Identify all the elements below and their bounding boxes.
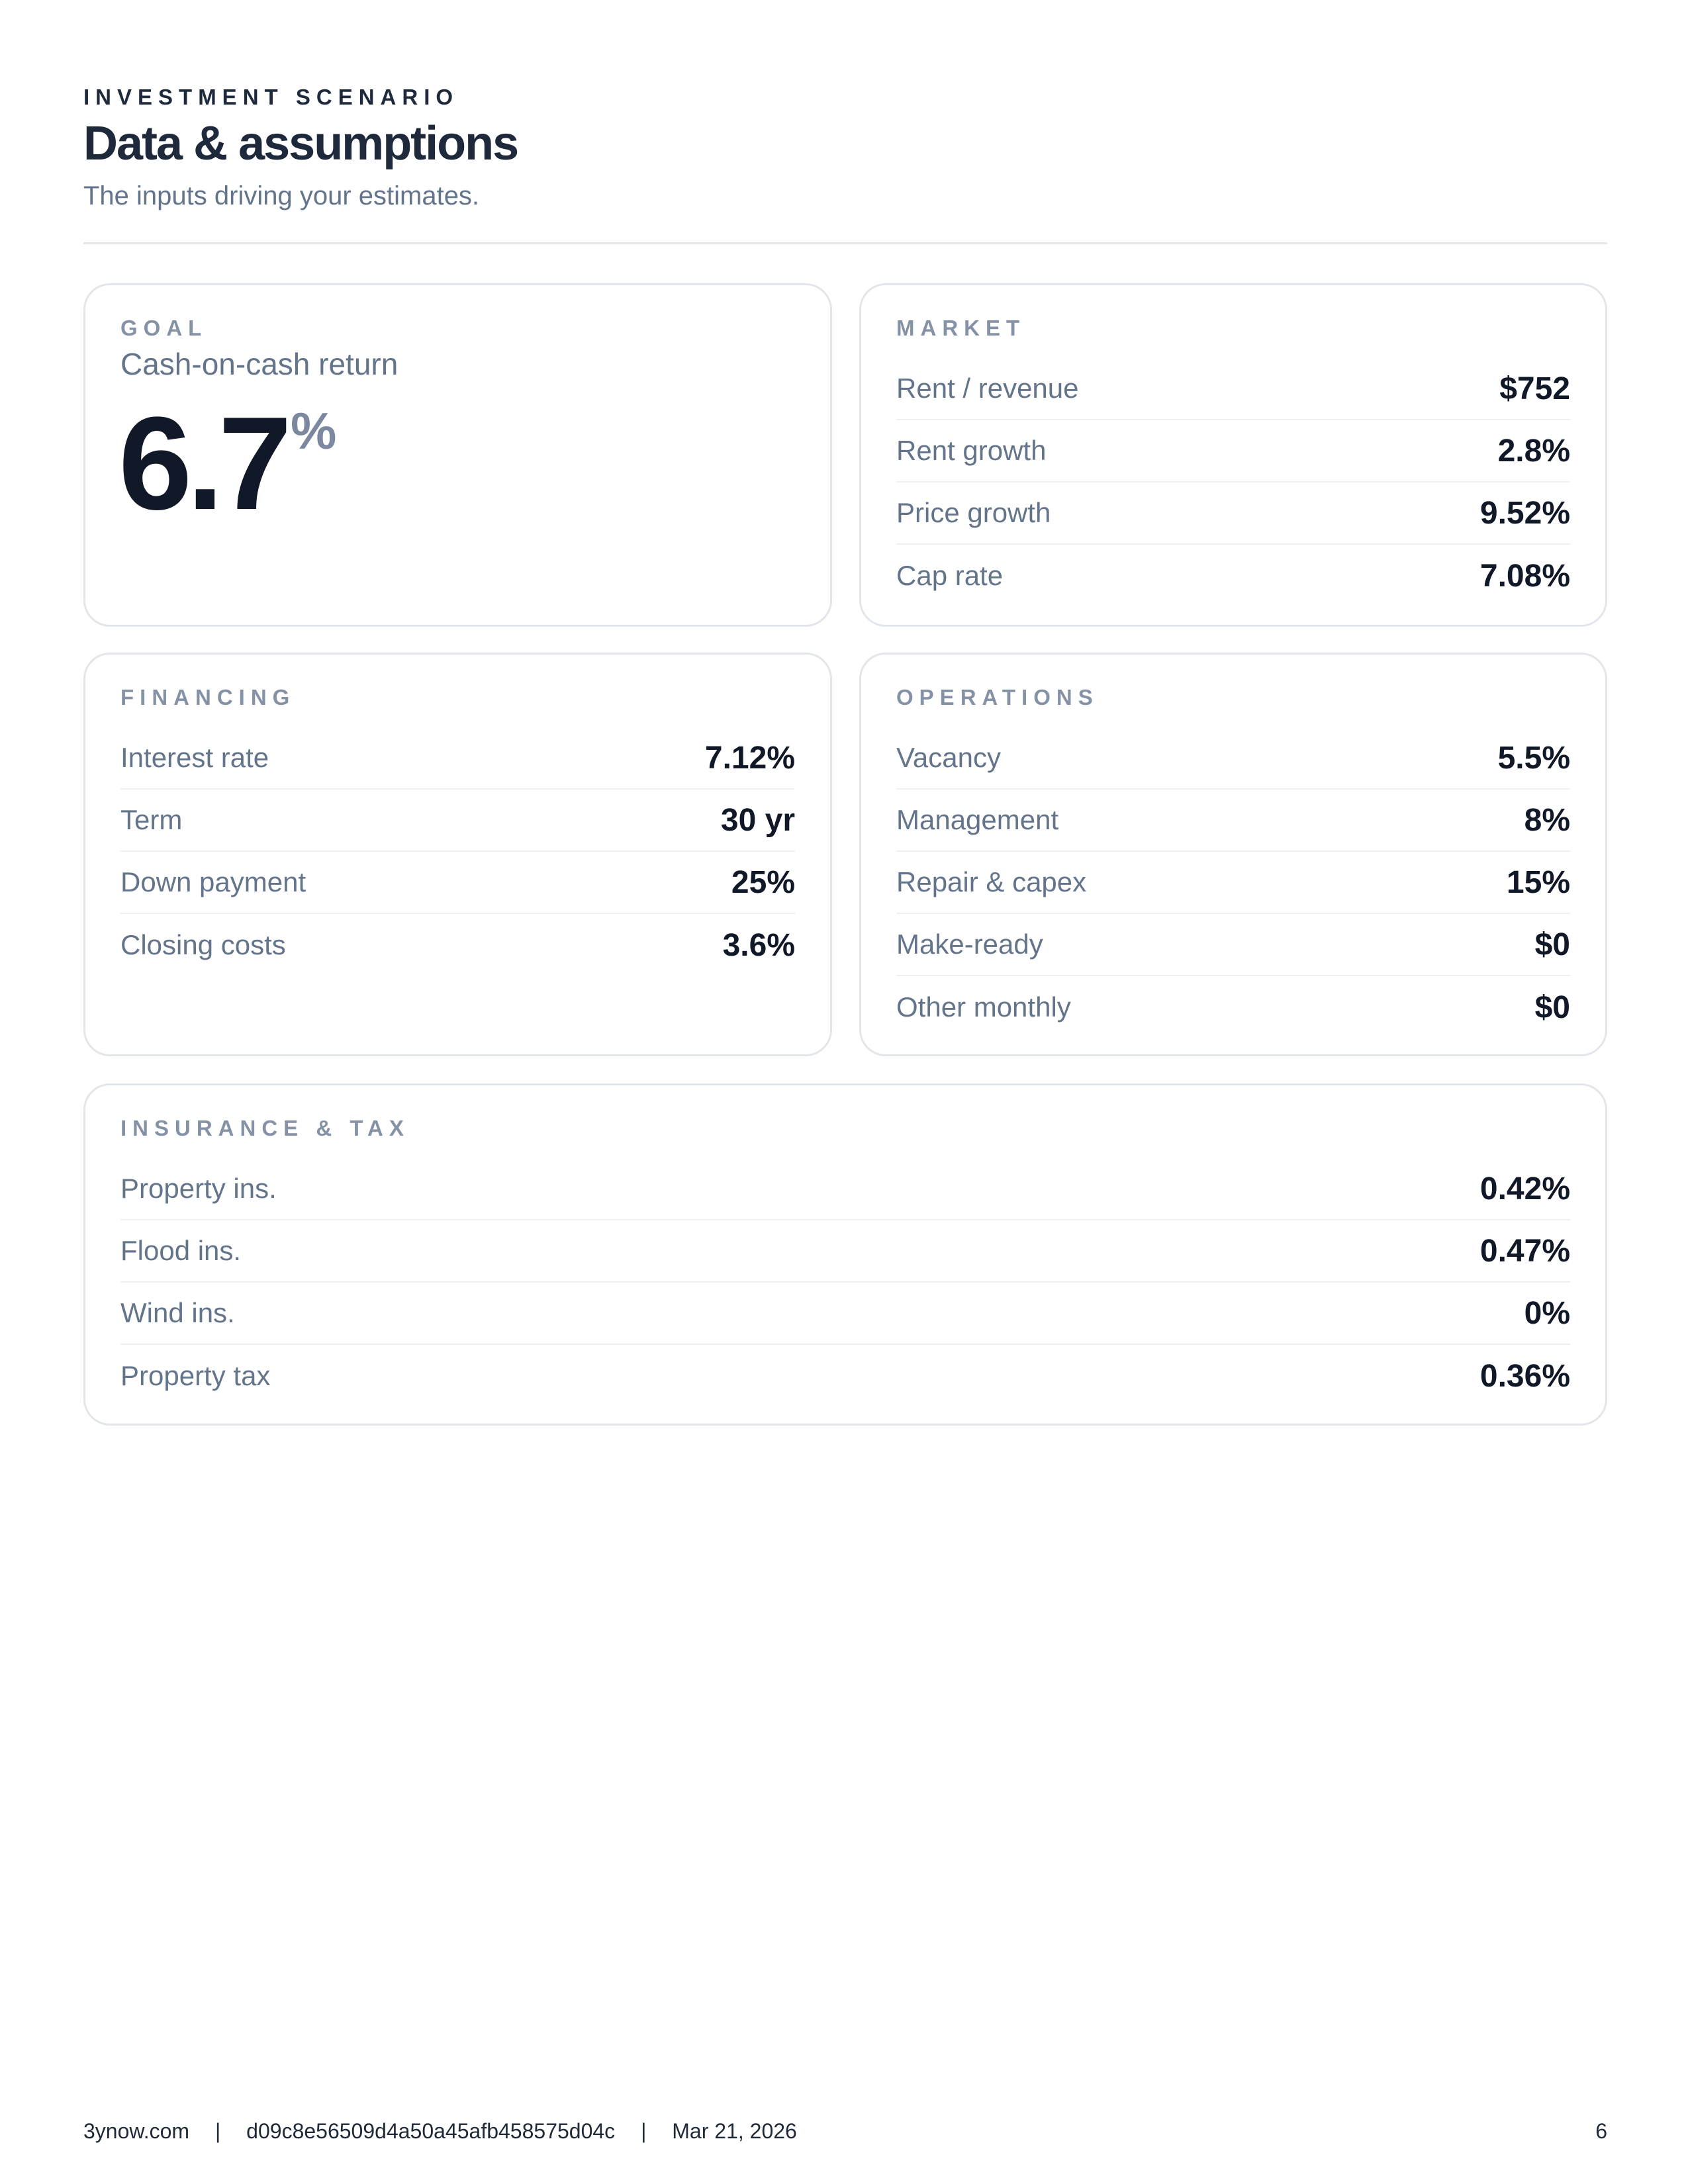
row: Make-ready $0 xyxy=(896,914,1570,976)
card-label: FINANCING xyxy=(120,685,296,709)
row-value: $0 xyxy=(1534,927,1570,962)
row: Down payment 25% xyxy=(120,852,795,914)
row-label: Property ins. xyxy=(120,1173,277,1204)
row-label: Rent growth xyxy=(896,435,1047,466)
footer-date: Mar 21, 2026 xyxy=(672,2119,797,2143)
row-label: Vacancy xyxy=(896,742,1001,773)
row-label: Property tax xyxy=(120,1360,271,1391)
row: Repair & capex 15% xyxy=(896,852,1570,914)
row-label: Cap rate xyxy=(896,560,1004,591)
row-value: 30 yr xyxy=(720,802,795,838)
goal-card: GOAL Cash-on-cash return 6.7 % xyxy=(83,283,832,627)
row: Property tax 0.36% xyxy=(120,1345,1570,1407)
goal-metric: Cash-on-cash return xyxy=(120,347,399,381)
footer-separator: | xyxy=(214,2119,221,2143)
row: Price growth 9.52% xyxy=(896,482,1570,545)
row-label: Down payment xyxy=(120,866,306,897)
row-value: 5.5% xyxy=(1497,740,1570,776)
row-value: 0% xyxy=(1524,1295,1570,1331)
row-list: Property ins. 0.42% Flood ins. 0.47% Wind in… xyxy=(120,1158,1570,1407)
page-number: 6 xyxy=(1595,2119,1607,2143)
row-label: Make-ready xyxy=(896,929,1043,960)
row-value: 9.52% xyxy=(1479,495,1570,531)
row-value: 2.8% xyxy=(1497,433,1570,469)
row-value: $752 xyxy=(1499,371,1570,406)
row-value: 25% xyxy=(731,864,795,900)
row-label: Price growth xyxy=(896,497,1051,528)
row: Term 30 yr xyxy=(120,790,795,852)
section-card: INSURANCE & TAX Property ins. 0.42% Flood i… xyxy=(83,1083,1607,1426)
row-value: 0.36% xyxy=(1479,1358,1570,1394)
row-label: Other monthly xyxy=(896,991,1071,1023)
row-label: Flood ins. xyxy=(120,1235,242,1266)
row-value: 15% xyxy=(1506,864,1570,900)
section-card: FINANCING Interest rate 7.12% Term 30 yr Down… xyxy=(83,653,832,1056)
goal-value: 6.7 xyxy=(118,390,292,537)
row-value: 0.42% xyxy=(1479,1171,1570,1206)
goal-unit: % xyxy=(291,402,337,460)
row-label: Wind ins. xyxy=(120,1297,235,1328)
row-value: 8% xyxy=(1524,802,1570,838)
card-label: GOAL xyxy=(120,316,208,340)
footer-site: 3ynow.com xyxy=(83,2119,190,2143)
subtitle: The inputs driving your estimates. xyxy=(83,181,480,210)
row-list: Rent / revenue $752 Rent growth 2.8% Price g… xyxy=(896,358,1570,607)
card-label: MARKET xyxy=(896,316,1026,340)
row: Wind ins. 0% xyxy=(120,1283,1570,1345)
footer: 3ynow.com | d09c8e56509d4a50a45afb458575… xyxy=(83,2119,797,2144)
footer-separator: | xyxy=(641,2119,647,2143)
row-label: Interest rate xyxy=(120,742,269,773)
row-label: Management xyxy=(896,804,1059,835)
row: Rent / revenue $752 xyxy=(896,358,1570,420)
row: Other monthly $0 xyxy=(896,976,1570,1038)
row-label: Repair & capex xyxy=(896,866,1087,897)
section-card: OPERATIONS Vacancy 5.5% Management 8% Repair … xyxy=(859,653,1607,1056)
card-label: OPERATIONS xyxy=(896,685,1099,709)
row: Management 8% xyxy=(896,790,1570,852)
row: Rent growth 2.8% xyxy=(896,420,1570,482)
row-label: Term xyxy=(120,804,183,835)
page-title: Data & assumptions xyxy=(83,117,519,170)
row-label: Closing costs xyxy=(120,929,286,960)
row-value: 3.6% xyxy=(722,927,795,963)
row: Property ins. 0.42% xyxy=(120,1158,1570,1220)
row-value: 7.12% xyxy=(704,740,795,776)
row-label: Rent / revenue xyxy=(896,373,1079,404)
row: Vacancy 5.5% xyxy=(896,727,1570,790)
card-label: INSURANCE & TAX xyxy=(120,1116,410,1140)
row-list: Interest rate 7.12% Term 30 yr Down payment 2… xyxy=(120,727,795,976)
row: Flood ins. 0.47% xyxy=(120,1220,1570,1283)
row: Cap rate 7.08% xyxy=(896,545,1570,607)
divider xyxy=(83,242,1607,244)
row: Interest rate 7.12% xyxy=(120,727,795,790)
footer-id: d09c8e56509d4a50a45afb458575d04c xyxy=(246,2119,616,2143)
row-value: 7.08% xyxy=(1479,558,1570,594)
row-value: $0 xyxy=(1534,989,1570,1025)
section-card: MARKET Rent / revenue $752 Rent growth 2.8% P… xyxy=(859,283,1607,627)
row-list: Vacancy 5.5% Management 8% Repair & capex 15%… xyxy=(896,727,1570,1038)
eyebrow: INVESTMENT SCENARIO xyxy=(83,85,459,109)
row-value: 0.47% xyxy=(1479,1233,1570,1269)
row: Closing costs 3.6% xyxy=(120,914,795,976)
